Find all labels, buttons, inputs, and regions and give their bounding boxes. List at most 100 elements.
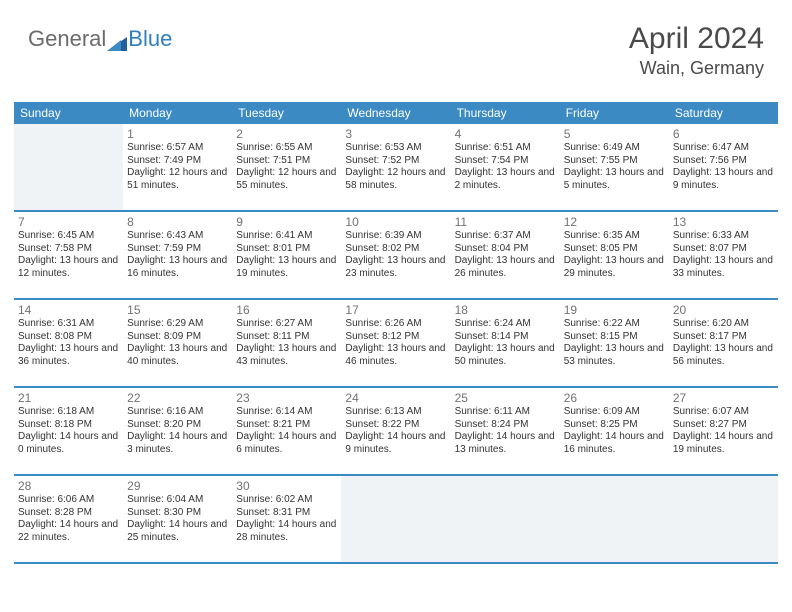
day-cell: 6Sunrise: 6:47 AMSunset: 7:56 PMDaylight… [669,124,778,210]
sunset-line: Sunset: 8:09 PM [127,331,228,344]
sunset-line: Sunset: 8:02 PM [345,243,446,256]
sunrise-line: Sunrise: 6:09 AM [564,406,665,419]
sunrise-line: Sunrise: 6:43 AM [127,230,228,243]
day-number: 23 [236,391,337,405]
header: April 2024 Wain, Germany [629,22,764,79]
day-cell: 3Sunrise: 6:53 AMSunset: 7:52 PMDaylight… [341,124,450,210]
daylight-line: Daylight: 13 hours and 36 minutes. [18,343,119,368]
day-cell: 11Sunrise: 6:37 AMSunset: 8:04 PMDayligh… [451,212,560,298]
week-row: 21Sunrise: 6:18 AMSunset: 8:18 PM Dayligh… [14,388,778,476]
day-cell: 7Sunrise: 6:45 AMSunset: 7:58 PMDaylight… [14,212,123,298]
sunrise-line: Sunrise: 6:27 AM [236,318,337,331]
day-number: 19 [564,303,665,317]
weekday-label: Thursday [451,102,560,124]
week-row: 1Sunrise: 6:57 AMSunset: 7:49 PMDaylight… [14,124,778,212]
weekday-label: Tuesday [232,102,341,124]
daylight-line: Daylight: 13 hours and 9 minutes. [673,167,774,192]
sunrise-line: Sunrise: 6:22 AM [564,318,665,331]
day-number: 30 [236,479,337,493]
day-number: 29 [127,479,228,493]
day-cell: 19Sunrise: 6:22 AMSunset: 8:15 PMDayligh… [560,300,669,386]
sunset-line: Sunset: 7:49 PM [127,155,228,168]
daylight-line: Daylight: 13 hours and 33 minutes. [673,255,774,280]
sunset-line: Sunset: 8:05 PM [564,243,665,256]
day-number: 24 [345,391,446,405]
sunset-line: Sunset: 8:31 PM [236,507,337,520]
week-row: 14Sunrise: 6:31 AMSunset: 8:08 PMDayligh… [14,300,778,388]
day-cell: 23Sunrise: 6:14 AMSunset: 8:21 PMDayligh… [232,388,341,474]
daylight-line: Daylight: 14 hours and 3 minutes. [127,431,228,456]
day-cell: 29Sunrise: 6:04 AMSunset: 8:30 PMDayligh… [123,476,232,562]
calendar: SundayMondayTuesdayWednesdayThursdayFrid… [14,102,778,564]
weekday-label: Monday [123,102,232,124]
day-number: 26 [564,391,665,405]
day-cell: 25Sunrise: 6:11 AMSunset: 8:24 PMDayligh… [451,388,560,474]
weekday-label: Sunday [14,102,123,124]
day-number: 22 [127,391,228,405]
sunset-line: Sunset: 8:07 PM [673,243,774,256]
daylight-line: Daylight: 13 hours and 53 minutes. [564,343,665,368]
day-cell: 4Sunrise: 6:51 AMSunset: 7:54 PMDaylight… [451,124,560,210]
day-number: 4 [455,127,556,141]
day-number: 9 [236,215,337,229]
day-cell: 16Sunrise: 6:27 AMSunset: 8:11 PMDayligh… [232,300,341,386]
day-cell: 18Sunrise: 6:24 AMSunset: 8:14 PMDayligh… [451,300,560,386]
sunrise-line: Sunrise: 6:31 AM [18,318,119,331]
sunrise-line: Sunrise: 6:29 AM [127,318,228,331]
sunset-line: Sunset: 7:58 PM [18,243,119,256]
day-number: 8 [127,215,228,229]
sunrise-line: Sunrise: 6:18 AM [18,406,119,419]
sunset-line: Sunset: 7:55 PM [564,155,665,168]
day-cell: 15Sunrise: 6:29 AMSunset: 8:09 PMDayligh… [123,300,232,386]
sunrise-line: Sunrise: 6:07 AM [673,406,774,419]
day-number: 21 [18,391,119,405]
sunset-line: Sunset: 7:59 PM [127,243,228,256]
sunrise-line: Sunrise: 6:11 AM [455,406,556,419]
day-number: 18 [455,303,556,317]
day-cell: 22Sunrise: 6:16 AMSunset: 8:20 PMDayligh… [123,388,232,474]
location: Wain, Germany [629,58,764,79]
day-number: 14 [18,303,119,317]
sunrise-line: Sunrise: 6:20 AM [673,318,774,331]
day-number: 16 [236,303,337,317]
sunset-line: Sunset: 8:18 PM [18,419,119,432]
day-number: 2 [236,127,337,141]
sunrise-line: Sunrise: 6:55 AM [236,142,337,155]
daylight-line: Daylight: 14 hours and 6 minutes. [236,431,337,456]
day-number: 13 [673,215,774,229]
week-row: 28Sunrise: 6:06 AMSunset: 8:28 PMDayligh… [14,476,778,564]
sunset-line: Sunset: 8:17 PM [673,331,774,344]
weekday-label: Wednesday [341,102,450,124]
sunrise-line: Sunrise: 6:14 AM [236,406,337,419]
sunset-line: Sunset: 8:25 PM [564,419,665,432]
sunset-line: Sunset: 8:01 PM [236,243,337,256]
daylight-line: Daylight: 13 hours and 16 minutes. [127,255,228,280]
daylight-line: Daylight: 13 hours and 43 minutes. [236,343,337,368]
day-cell: 17Sunrise: 6:26 AMSunset: 8:12 PMDayligh… [341,300,450,386]
day-number: 15 [127,303,228,317]
day-cell: 13Sunrise: 6:33 AMSunset: 8:07 PMDayligh… [669,212,778,298]
sunrise-line: Sunrise: 6:06 AM [18,494,119,507]
sunset-line: Sunset: 8:14 PM [455,331,556,344]
empty-cell [341,476,450,562]
daylight-line: Daylight: 14 hours and 9 minutes. [345,431,446,456]
week-row: 7Sunrise: 6:45 AMSunset: 7:58 PMDaylight… [14,212,778,300]
sunrise-line: Sunrise: 6:57 AM [127,142,228,155]
daylight-line: Daylight: 14 hours and 16 minutes. [564,431,665,456]
logo: General Blue [28,26,172,52]
sunset-line: Sunset: 8:27 PM [673,419,774,432]
day-number: 25 [455,391,556,405]
sunset-line: Sunset: 7:52 PM [345,155,446,168]
day-number: 3 [345,127,446,141]
weekday-label: Friday [560,102,669,124]
sunrise-line: Sunrise: 6:53 AM [345,142,446,155]
sunrise-line: Sunrise: 6:33 AM [673,230,774,243]
day-number: 11 [455,215,556,229]
empty-cell [560,476,669,562]
sunrise-line: Sunrise: 6:47 AM [673,142,774,155]
day-number: 12 [564,215,665,229]
day-cell: 27Sunrise: 6:07 AMSunset: 8:27 PMDayligh… [669,388,778,474]
sunrise-line: Sunrise: 6:02 AM [236,494,337,507]
daylight-line: Daylight: 14 hours and 25 minutes. [127,519,228,544]
empty-cell [669,476,778,562]
